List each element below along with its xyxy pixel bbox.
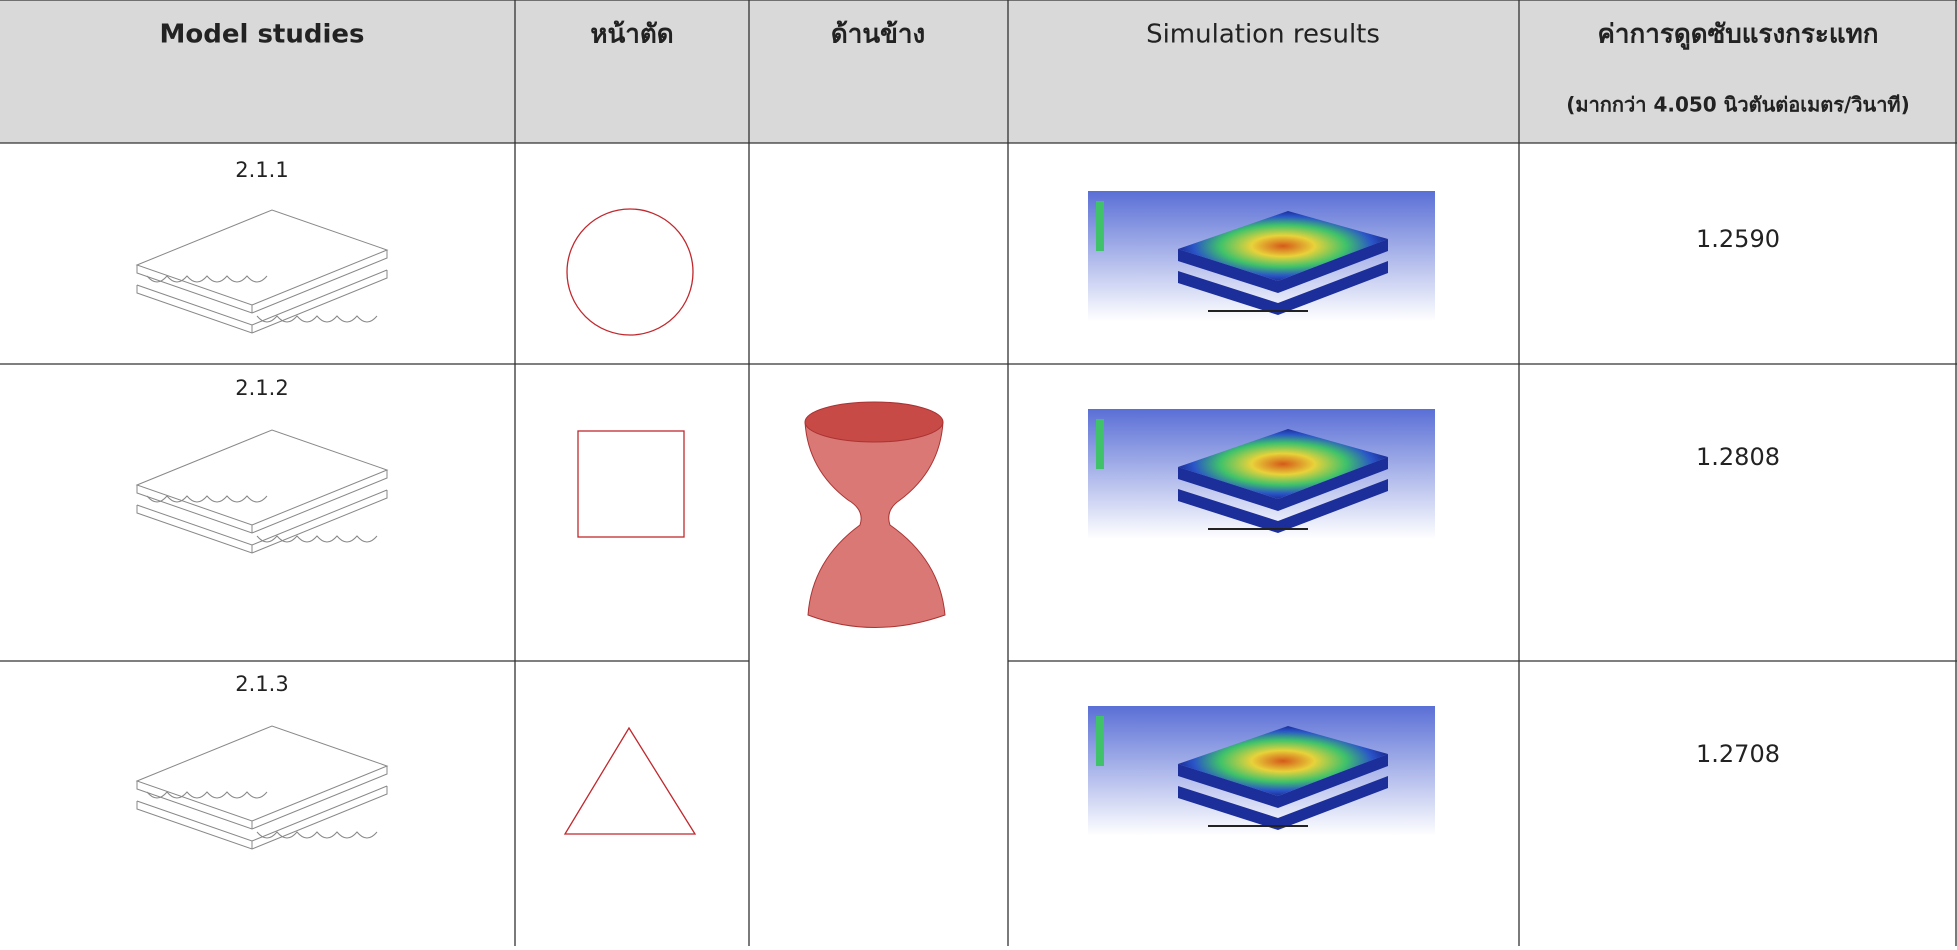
column-header: ค่าการดูดซับแรงกระแทก: [1598, 20, 1879, 51]
simulation-image: [1087, 408, 1436, 540]
column-note: (มากกว่า 4.050 นิวตันต่อเมตร/วินาที): [1566, 93, 1910, 117]
simulation-image: [1087, 190, 1436, 322]
model-id: 2.1.3: [235, 672, 288, 696]
model-drawing: [136, 209, 388, 334]
model-id: 2.1.2: [235, 376, 288, 400]
absorption-value: 1.2590: [1696, 225, 1780, 253]
hourglass-side-view: [804, 408, 946, 628]
circle-section: [566, 208, 694, 336]
triangle-section: [563, 726, 697, 835]
column-header: Simulation results: [1146, 20, 1380, 50]
hourglass-top: [804, 401, 944, 443]
column-header: ด้านข้าง: [831, 20, 925, 50]
column-header: หน้าตัด: [590, 20, 673, 50]
simulation-image: [1087, 705, 1436, 837]
absorption-value: 1.2708: [1696, 740, 1780, 768]
square-section: [577, 430, 685, 538]
absorption-value: 1.2808: [1696, 443, 1780, 471]
model-drawing: [136, 429, 388, 554]
header-background: [0, 0, 1957, 143]
model-id: 2.1.1: [235, 158, 288, 182]
column-header: Model studies: [160, 20, 365, 50]
model-drawing: [136, 725, 388, 850]
